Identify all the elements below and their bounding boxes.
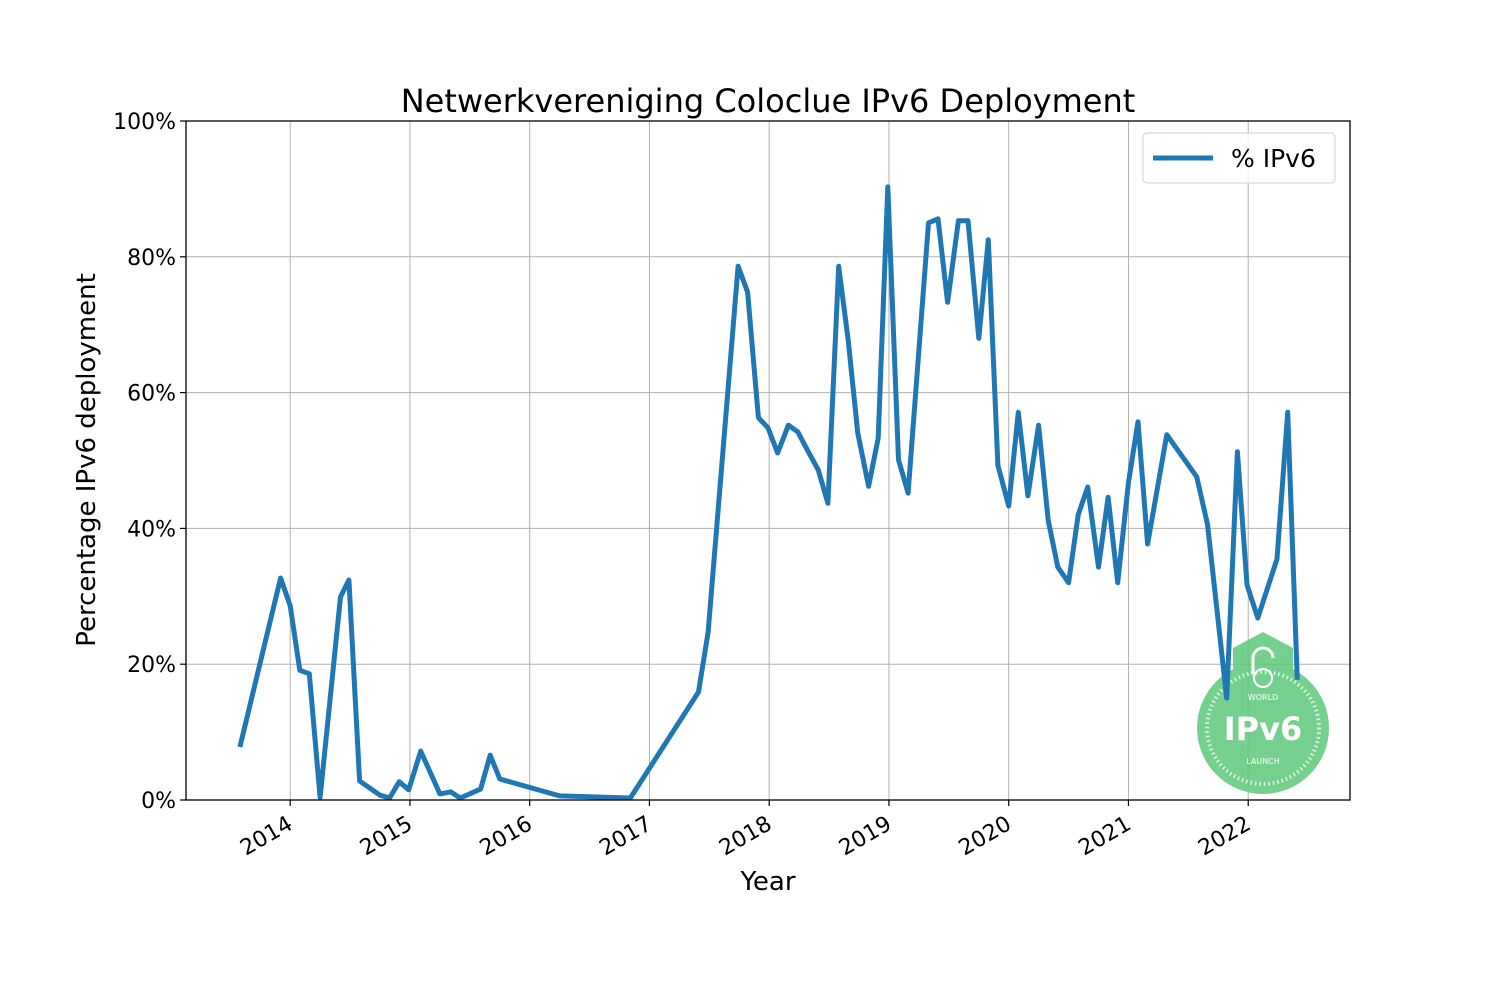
y-tick-label: 40% bbox=[127, 517, 176, 542]
x-tick-label: 2016 bbox=[476, 812, 537, 862]
x-axis-label: Year bbox=[739, 867, 795, 897]
lock-icon bbox=[1251, 646, 1275, 674]
x-tick-label: 2015 bbox=[356, 812, 417, 862]
x-tick-label: 2021 bbox=[1074, 812, 1135, 862]
y-tick-label: 80% bbox=[127, 246, 176, 271]
logo-badge bbox=[1197, 662, 1329, 794]
chart-title: Netwerkvereniging Coloclue IPv6 Deployme… bbox=[401, 82, 1136, 120]
x-tick-label: 2019 bbox=[835, 812, 896, 862]
logo-text-bottom: LAUNCH bbox=[1246, 757, 1280, 766]
x-tick-label: 2014 bbox=[236, 812, 297, 862]
legend-box bbox=[1142, 132, 1336, 184]
grid bbox=[186, 120, 1350, 801]
logo-text-main: IPv6 bbox=[1224, 710, 1302, 748]
logo-text-top: WORLD bbox=[1248, 693, 1278, 702]
y-tick-label: 100% bbox=[113, 110, 176, 135]
world-ipv6-launch-logo: WORLD IPv6 LAUNCH bbox=[1197, 632, 1329, 794]
x-axis: 2014 2015 2016 2017 2018 2019 2020 2021 2022 bbox=[236, 800, 1255, 861]
y-tick-label: 60% bbox=[127, 382, 176, 407]
legend: % IPv6 bbox=[1142, 132, 1336, 184]
logo-ring bbox=[1205, 670, 1321, 786]
logo-lock-shackle bbox=[1233, 632, 1293, 673]
x-tick-label: 2022 bbox=[1194, 812, 1255, 862]
globe-icon bbox=[1253, 668, 1273, 688]
y-axis-label: Percentage IPv6 deployment bbox=[72, 273, 102, 647]
y-axis: 0% 20% 40% 60% 80% 100% bbox=[113, 110, 186, 814]
legend-label: % IPv6 bbox=[1231, 144, 1316, 173]
series-line-ipv6 bbox=[237, 184, 1300, 801]
series-layer bbox=[237, 184, 1300, 801]
x-tick-label: 2018 bbox=[715, 812, 776, 862]
y-tick-label: 0% bbox=[141, 789, 176, 814]
x-tick-label: 2020 bbox=[955, 812, 1016, 862]
y-tick-label: 20% bbox=[127, 653, 176, 678]
plot-frame bbox=[185, 120, 1351, 801]
x-tick-label: 2017 bbox=[595, 812, 656, 862]
